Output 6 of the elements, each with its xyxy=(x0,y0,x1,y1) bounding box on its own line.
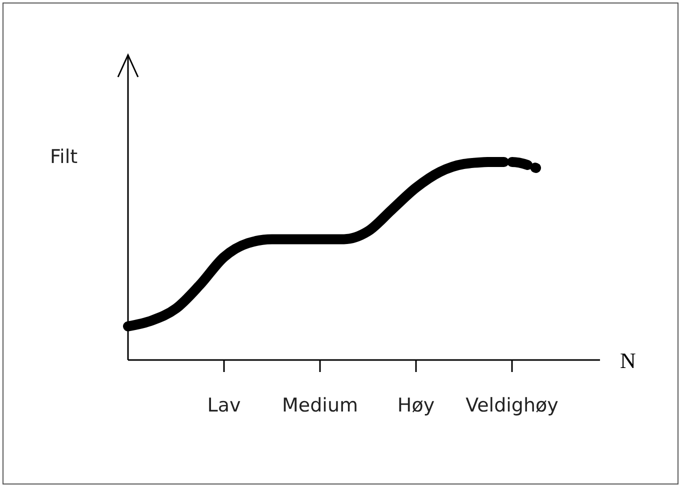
y-axis-title: Filt xyxy=(50,146,78,168)
x-tick-label: Høy xyxy=(397,394,435,416)
x-tick-label: Lav xyxy=(207,394,241,416)
x-tick-label: Veldighøy xyxy=(466,394,558,416)
x-axis-title: N xyxy=(620,348,636,373)
x-tick-label: Medium xyxy=(282,394,358,416)
